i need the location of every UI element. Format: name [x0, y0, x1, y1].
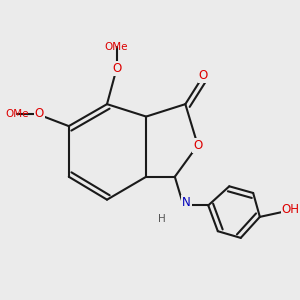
- Text: O: O: [112, 62, 121, 75]
- Text: O: O: [199, 69, 208, 82]
- Text: OMe: OMe: [5, 109, 29, 119]
- Text: OH: OH: [282, 203, 300, 216]
- Text: H: H: [158, 214, 165, 224]
- Text: OMe: OMe: [105, 42, 128, 52]
- Text: O: O: [193, 139, 203, 152]
- Text: N: N: [182, 196, 191, 209]
- Text: O: O: [34, 107, 44, 120]
